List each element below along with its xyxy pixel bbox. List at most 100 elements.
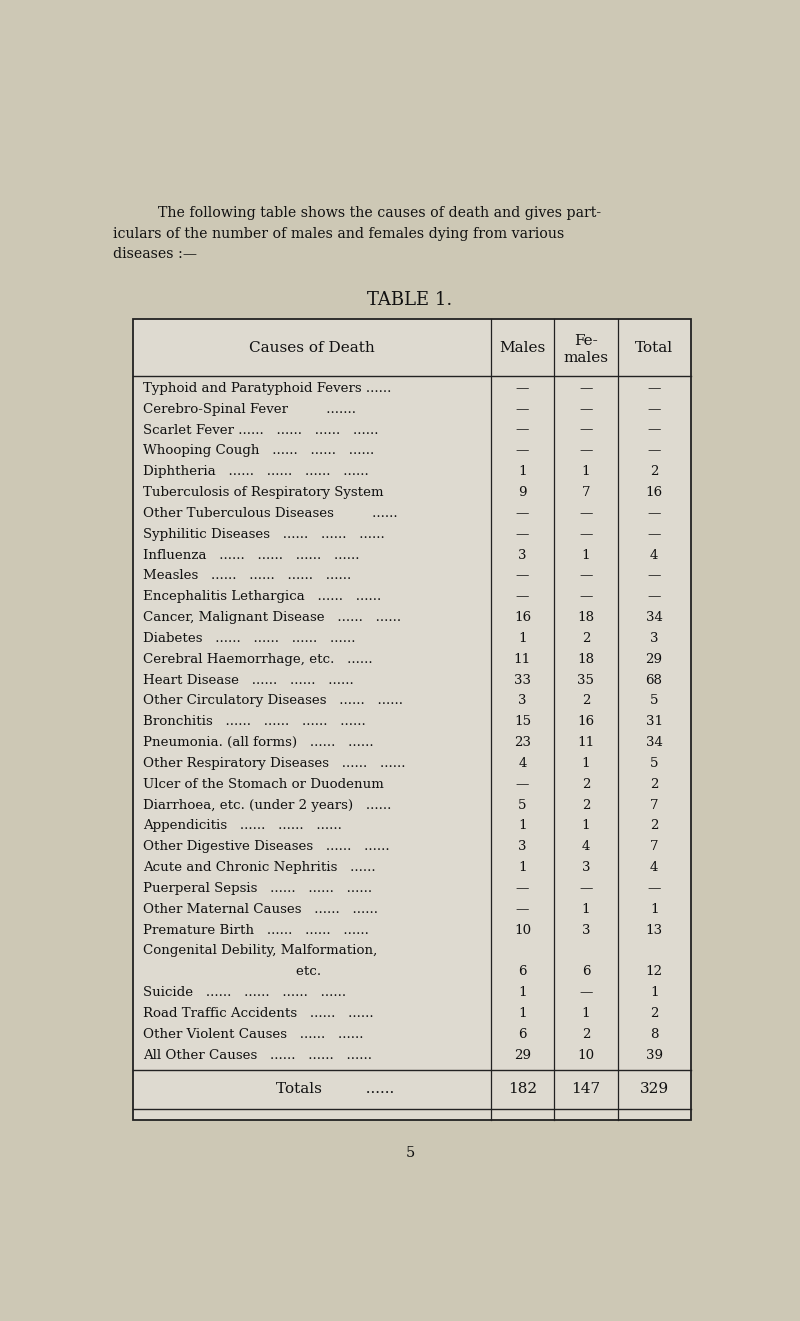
Text: 182: 182 (508, 1082, 537, 1096)
Text: 5: 5 (650, 757, 658, 770)
Text: —: — (579, 569, 593, 583)
Text: —: — (647, 507, 661, 520)
Text: 1: 1 (650, 902, 658, 915)
Text: Ulcer of the Stomach or Duodenum: Ulcer of the Stomach or Duodenum (142, 778, 383, 791)
Text: 1: 1 (582, 465, 590, 478)
Text: —: — (647, 444, 661, 457)
Text: TABLE 1.: TABLE 1. (367, 291, 453, 309)
Text: —: — (647, 590, 661, 604)
Text: —: — (647, 382, 661, 395)
Text: 2: 2 (650, 819, 658, 832)
Text: 1: 1 (518, 1007, 526, 1020)
Text: 6: 6 (582, 966, 590, 979)
Text: 2: 2 (582, 1028, 590, 1041)
Text: 4: 4 (650, 861, 658, 875)
Text: Cerebral Haemorrhage, etc.   ......: Cerebral Haemorrhage, etc. ...... (142, 653, 372, 666)
Text: The following table shows the causes of death and gives part-: The following table shows the causes of … (140, 206, 602, 221)
Text: 2: 2 (582, 631, 590, 645)
Text: 18: 18 (578, 653, 594, 666)
Text: 1: 1 (582, 1007, 590, 1020)
Text: Syphilitic Diseases   ......   ......   ......: Syphilitic Diseases ...... ...... ...... (142, 528, 384, 540)
Text: Other Violent Causes   ......   ......: Other Violent Causes ...... ...... (142, 1028, 363, 1041)
Text: —: — (647, 424, 661, 436)
Text: 11: 11 (578, 736, 594, 749)
Text: Other Circulatory Diseases   ......   ......: Other Circulatory Diseases ...... ...... (142, 695, 402, 708)
Text: —: — (647, 569, 661, 583)
Text: 1: 1 (518, 819, 526, 832)
Text: 2: 2 (582, 695, 590, 708)
Text: —: — (516, 403, 529, 416)
Text: 18: 18 (578, 612, 594, 624)
Text: 1: 1 (650, 987, 658, 999)
Text: Typhoid and Paratyphoid Fevers ......: Typhoid and Paratyphoid Fevers ...... (142, 382, 391, 395)
Text: 16: 16 (514, 612, 531, 624)
Text: —: — (647, 882, 661, 894)
Text: 16: 16 (578, 715, 594, 728)
Text: Suicide   ......   ......   ......   ......: Suicide ...... ...... ...... ...... (142, 987, 346, 999)
Text: —: — (516, 528, 529, 540)
Text: 15: 15 (514, 715, 531, 728)
Text: 29: 29 (646, 653, 662, 666)
Text: Heart Disease   ......   ......   ......: Heart Disease ...... ...... ...... (142, 674, 354, 687)
Text: Scarlet Fever ......   ......   ......   ......: Scarlet Fever ...... ...... ...... .....… (142, 424, 378, 436)
Text: Pneumonia. (all forms)   ......   ......: Pneumonia. (all forms) ...... ...... (142, 736, 374, 749)
Text: Cancer, Malignant Disease   ......   ......: Cancer, Malignant Disease ...... ...... (142, 612, 401, 624)
Text: 3: 3 (518, 840, 526, 853)
Text: 34: 34 (646, 612, 662, 624)
Text: 2: 2 (650, 778, 658, 791)
Text: —: — (516, 569, 529, 583)
Text: Acute and Chronic Nephritis   ......: Acute and Chronic Nephritis ...... (142, 861, 375, 875)
Text: —: — (516, 424, 529, 436)
Text: 6: 6 (518, 966, 526, 979)
Text: 7: 7 (650, 840, 658, 853)
Text: 7: 7 (582, 486, 590, 499)
Text: Bronchitis   ......   ......   ......   ......: Bronchitis ...... ...... ...... ...... (142, 715, 366, 728)
Text: 11: 11 (514, 653, 531, 666)
Text: iculars of the number of males and females dying from various: iculars of the number of males and femal… (113, 227, 565, 240)
Text: Measles   ......   ......   ......   ......: Measles ...... ...... ...... ...... (142, 569, 351, 583)
Text: Total: Total (635, 341, 673, 354)
Text: —: — (579, 528, 593, 540)
Text: 4: 4 (650, 548, 658, 561)
Text: —: — (647, 528, 661, 540)
Text: Other Respiratory Diseases   ......   ......: Other Respiratory Diseases ...... ...... (142, 757, 405, 770)
Text: 35: 35 (578, 674, 594, 687)
Text: —: — (647, 403, 661, 416)
Text: 2: 2 (582, 778, 590, 791)
Text: 29: 29 (514, 1049, 531, 1062)
Text: 3: 3 (582, 923, 590, 937)
Text: —: — (516, 382, 529, 395)
Text: 3: 3 (650, 631, 658, 645)
Text: —: — (579, 444, 593, 457)
Bar (133, 318, 690, 1120)
Text: Diarrhoea, etc. (under 2 years)   ......: Diarrhoea, etc. (under 2 years) ...... (142, 799, 391, 811)
Text: —: — (516, 507, 529, 520)
Text: —: — (516, 778, 529, 791)
Text: 6: 6 (518, 1028, 526, 1041)
Text: Whooping Cough   ......   ......   ......: Whooping Cough ...... ...... ...... (142, 444, 374, 457)
Text: males: males (563, 350, 609, 365)
Text: —: — (516, 444, 529, 457)
Text: 1: 1 (518, 861, 526, 875)
Text: 33: 33 (514, 674, 531, 687)
Text: 10: 10 (514, 923, 531, 937)
Text: 1: 1 (518, 465, 526, 478)
Text: Congenital Debility, Malformation,: Congenital Debility, Malformation, (142, 945, 377, 958)
Text: 23: 23 (514, 736, 531, 749)
Text: Road Traffic Accidents   ......   ......: Road Traffic Accidents ...... ...... (142, 1007, 374, 1020)
Text: Influenza   ......   ......   ......   ......: Influenza ...... ...... ...... ...... (142, 548, 359, 561)
Text: —: — (579, 590, 593, 604)
Text: 39: 39 (646, 1049, 662, 1062)
Text: 1: 1 (582, 757, 590, 770)
Text: 5: 5 (518, 799, 526, 811)
Text: Puerperal Sepsis   ......   ......   ......: Puerperal Sepsis ...... ...... ...... (142, 882, 372, 894)
Text: Other Digestive Diseases   ......   ......: Other Digestive Diseases ...... ...... (142, 840, 390, 853)
Text: —: — (516, 882, 529, 894)
Text: Other Tuberculous Diseases         ......: Other Tuberculous Diseases ...... (142, 507, 398, 520)
Text: Fe-: Fe- (574, 334, 598, 347)
Text: —: — (579, 507, 593, 520)
Text: Other Maternal Causes   ......   ......: Other Maternal Causes ...... ...... (142, 902, 378, 915)
Text: —: — (579, 882, 593, 894)
Text: 1: 1 (582, 902, 590, 915)
Text: —: — (516, 902, 529, 915)
